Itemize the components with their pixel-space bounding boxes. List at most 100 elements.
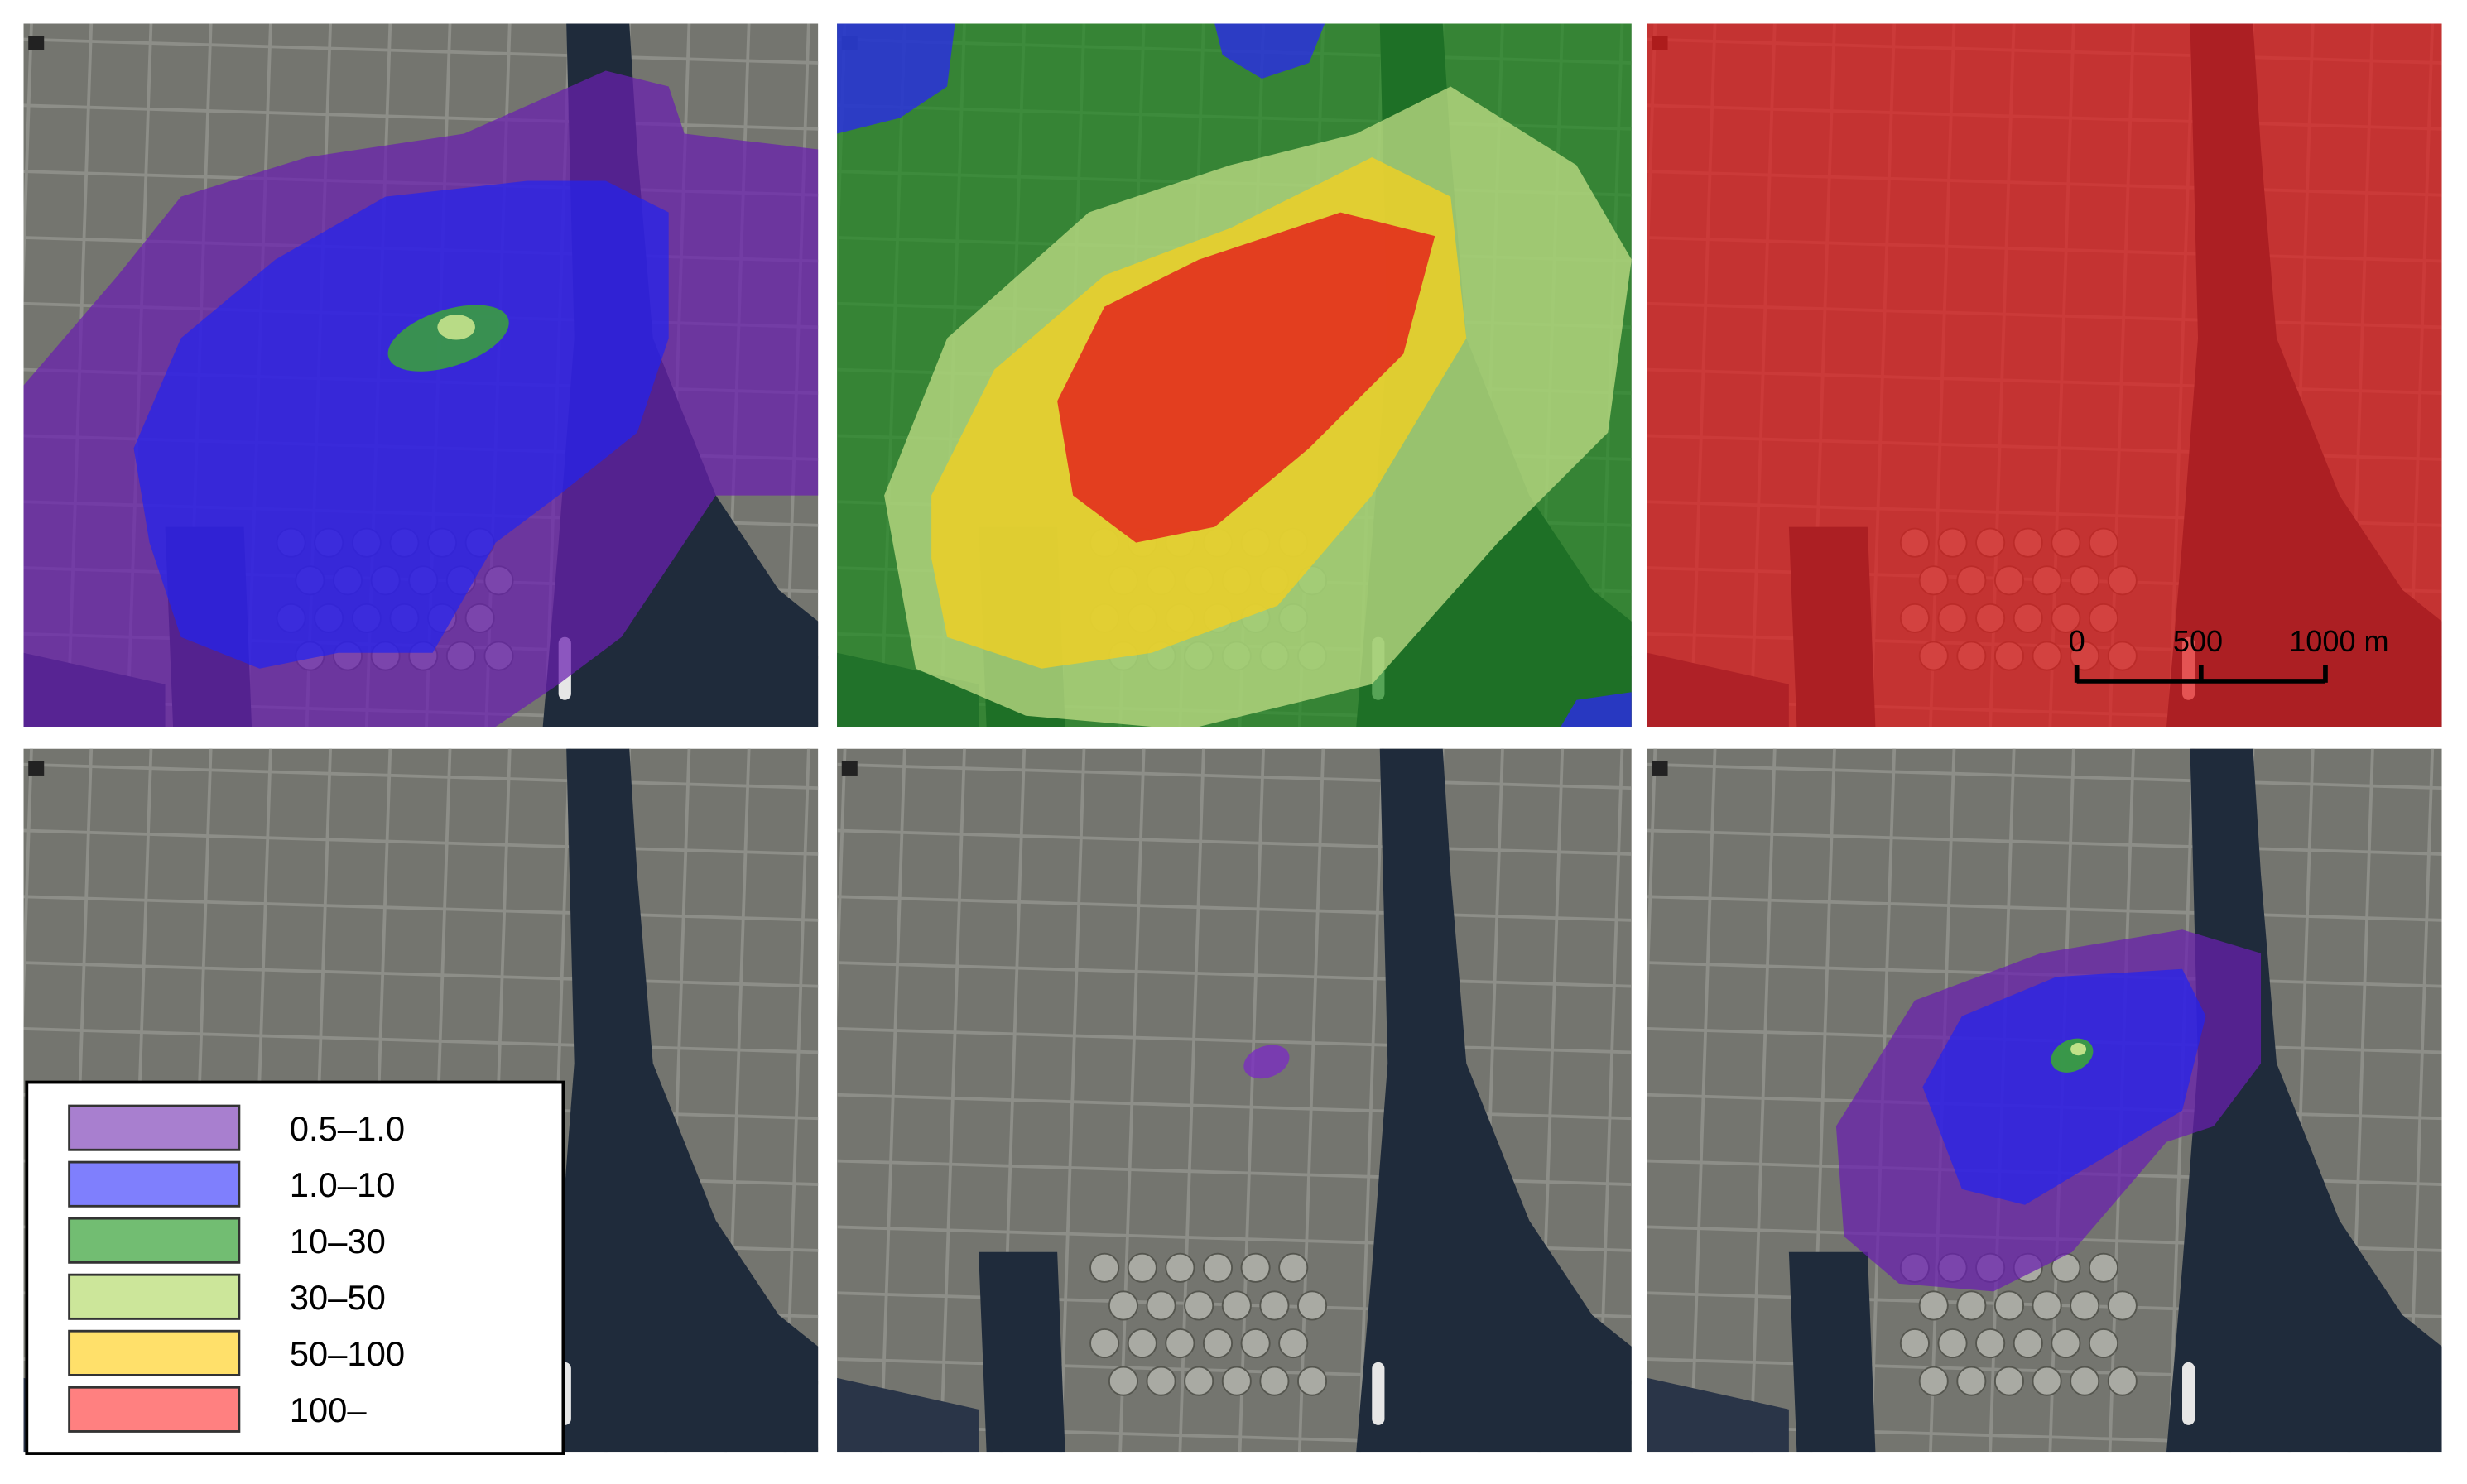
map-panel [23,23,819,728]
tank [1127,1252,1157,1283]
scale-label: 500 [2173,624,2223,658]
tank [1108,1290,1139,1321]
street [1118,748,1146,1453]
tank [1296,1290,1328,1321]
legend-swatch [68,1273,241,1320]
map-icon [1652,761,1668,776]
scale-label: 0 [2069,624,2085,658]
tank [2070,1366,2100,1396]
street [23,37,819,65]
plume-blue [1922,968,2206,1205]
tank [1202,1328,1234,1359]
map-icon [28,761,45,776]
water [542,748,819,1453]
tank [1127,1328,1157,1359]
tank [1240,1252,1271,1283]
tank [1937,1328,1968,1359]
tank [1165,1328,1195,1359]
tank [1296,1366,1328,1396]
legend-label: 50–100 [290,1334,405,1373]
scale-bar [2074,665,2328,684]
street [1749,748,1777,1453]
plume-purple [1243,1045,1290,1079]
tank [1184,1290,1214,1321]
water [1647,1377,1789,1453]
plume-blue [1561,692,1632,728]
tank [1089,1252,1120,1283]
street [837,895,1632,922]
tank [1956,1366,1987,1396]
scale-label: 1000 m [2289,624,2388,658]
tank [2070,1290,2100,1321]
street [23,828,819,856]
legend-label: 10–30 [290,1222,386,1261]
tank [1278,1252,1309,1283]
plume-blue [1214,23,1325,79]
tank [2032,1366,2062,1396]
tank [1202,1252,1234,1283]
ship [1372,1362,1385,1425]
plume-red [1647,23,2442,728]
legend-swatch [68,1217,241,1264]
street [23,961,819,988]
tank [2107,1366,2138,1396]
tank [1993,1366,2025,1396]
map-panel [1647,23,2442,728]
map-panel [837,748,1632,1453]
water [1788,1251,1876,1453]
street [1647,762,2442,790]
tank [1899,1328,1930,1359]
legend-swatch [68,1160,241,1208]
street [837,828,1632,856]
legend-label: 30–50 [290,1278,386,1317]
legend-swatch [68,1329,241,1376]
tank [2107,1290,2138,1321]
street [1647,828,2442,856]
plume-blue [133,180,669,669]
tank [2088,1328,2119,1359]
tank [1956,1290,1987,1321]
legend-label: 0.5–1.0 [290,1109,405,1148]
street [837,961,1632,988]
legend-swatch [68,1104,241,1151]
street [837,1027,1632,1054]
street [837,1093,1632,1121]
street [837,762,1632,790]
water [837,1377,979,1453]
water [2166,748,2442,1453]
street [837,748,847,1030]
street [939,748,966,1453]
street [1358,748,1385,1453]
tank [1108,1366,1139,1396]
legend: 0.5–1.0 1.0–10 10–30 30–50 50–100 100– [25,1080,565,1455]
tank [1221,1366,1252,1396]
map-panel [837,23,1632,728]
tank [2051,1328,2081,1359]
tank [1089,1328,1120,1359]
tank [1993,1290,2025,1321]
tank [1146,1290,1176,1321]
tank [1975,1328,2006,1359]
street [23,748,33,1030]
tank [1259,1290,1290,1321]
plume-red [1057,212,1435,543]
map-icon [28,36,45,50]
street [23,762,819,790]
tank [2013,1328,2043,1359]
map-icon [841,761,858,776]
tank [1221,1290,1252,1321]
street [23,1027,819,1054]
tank [1278,1328,1309,1359]
tank [1918,1366,1949,1396]
street [1647,895,2442,922]
tank [2088,1252,2119,1283]
water [1356,748,1632,1453]
street [1647,748,1657,1030]
street [879,748,906,1453]
street [23,103,819,131]
tank [1184,1366,1214,1396]
plume-blue [837,23,955,134]
ship [2182,1362,2195,1425]
tank [1165,1252,1195,1283]
